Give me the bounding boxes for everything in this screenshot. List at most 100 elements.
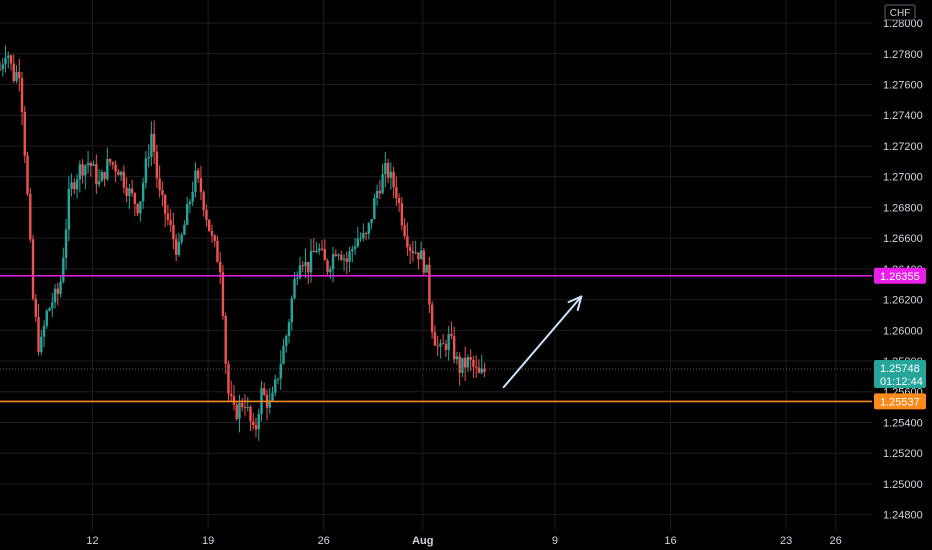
- candle-body: [166, 213, 170, 221]
- candle-body: [375, 190, 379, 199]
- candle-body: [439, 343, 442, 347]
- candle-body: [207, 219, 211, 231]
- candle-body: [276, 378, 280, 380]
- candle-body: [249, 406, 252, 422]
- candle-body: [351, 249, 354, 252]
- candle-body: [119, 171, 123, 176]
- candle-body: [428, 264, 431, 305]
- candle-body: [122, 171, 126, 188]
- candles: [0, 45, 486, 441]
- candle-body: [172, 224, 175, 240]
- y-tick-label: 1.25200: [883, 448, 923, 460]
- candle-body: [177, 241, 181, 255]
- candle-body: [18, 71, 21, 79]
- candle-body: [128, 188, 131, 196]
- candle-body: [53, 288, 57, 303]
- time-axis[interactable]: 12 19 26 Aug 9 16 23 26: [86, 535, 841, 547]
- candle-body: [268, 400, 271, 408]
- candle-body: [483, 368, 486, 372]
- candle-body: [243, 406, 247, 408]
- level-price-label: 1.25537: [880, 396, 920, 408]
- y-tick-label: 1.26800: [883, 202, 923, 214]
- candle-body: [73, 182, 76, 190]
- candle-body: [345, 258, 349, 262]
- candle-body: [364, 232, 368, 234]
- candle-body: [472, 359, 475, 367]
- candle-body: [318, 248, 321, 251]
- candle-body: [84, 165, 87, 176]
- x-tick-label: 26: [318, 535, 330, 547]
- candle-body: [31, 239, 35, 299]
- candle-body: [296, 278, 299, 280]
- candle-body: [252, 421, 255, 426]
- candle-body: [386, 162, 390, 178]
- candle-body: [378, 190, 382, 194]
- candle-body: [42, 325, 46, 337]
- candle-body: [466, 357, 470, 368]
- y-tick-label: 1.27000: [883, 172, 923, 184]
- candle-body: [111, 162, 115, 165]
- candle-body: [150, 133, 153, 157]
- level-price-badge[interactable]: [874, 267, 926, 284]
- candle-body: [353, 246, 357, 250]
- candle-body: [133, 193, 137, 205]
- candle-body: [62, 257, 65, 282]
- candle-body: [469, 357, 472, 360]
- candle-body: [163, 194, 167, 214]
- candle-body: [139, 201, 142, 214]
- last-price-badge[interactable]: [874, 360, 926, 389]
- y-tick-label: 1.25400: [883, 417, 923, 429]
- candle-body: [298, 265, 302, 279]
- candle-body: [477, 367, 481, 373]
- candle-body: [194, 170, 197, 192]
- currency-badge[interactable]: CHF: [884, 4, 916, 21]
- candle-body: [191, 191, 194, 202]
- candle-body: [367, 223, 371, 234]
- candle-body: [183, 224, 186, 235]
- candle-body: [452, 336, 456, 360]
- candle-body: [384, 162, 387, 175]
- candle-body: [106, 159, 109, 180]
- candle-body: [309, 250, 313, 273]
- candle-body: [125, 187, 128, 196]
- candle-body: [26, 155, 29, 194]
- x-tick-label: 19: [202, 535, 214, 547]
- candle-body: [257, 414, 260, 430]
- candle-body: [224, 315, 227, 364]
- y-tick-label: 1.26000: [883, 325, 923, 337]
- candle-body: [342, 258, 346, 260]
- candle-body: [202, 192, 205, 210]
- candle-body: [144, 158, 148, 183]
- candle-body: [205, 209, 208, 220]
- candle-body: [0, 69, 2, 71]
- candle-body: [114, 164, 117, 172]
- candle-body: [334, 254, 338, 256]
- candle-body: [141, 182, 145, 202]
- price-axis[interactable]: 1.28000 1.27800 1.27600 1.27400 1.27200 1.270…: [874, 18, 926, 522]
- candle-body: [75, 179, 79, 190]
- candle-body: [67, 188, 71, 230]
- grid-lines: [0, 0, 872, 530]
- candle-body: [337, 254, 340, 256]
- candle-body: [370, 219, 373, 224]
- candle-body: [219, 261, 222, 273]
- candle-body: [161, 190, 164, 195]
- candle-body: [188, 201, 192, 205]
- candle-body: [362, 232, 365, 239]
- bar-countdown-label: 01:12:44: [880, 376, 923, 388]
- candle-body: [78, 164, 82, 180]
- candle-body: [326, 260, 329, 273]
- candle-body: [373, 198, 376, 220]
- candle-body: [100, 171, 104, 182]
- currency-label: CHF: [890, 8, 911, 19]
- horizontal-levels[interactable]: [0, 274, 872, 403]
- candle-body: [216, 240, 219, 262]
- level-price-badge[interactable]: [874, 393, 926, 410]
- candle-body: [455, 356, 459, 360]
- candle-body: [293, 278, 296, 299]
- annotations: [0, 295, 872, 389]
- candle-body: [403, 225, 406, 237]
- x-tick-label: 12: [86, 535, 98, 547]
- candle-body: [430, 304, 434, 333]
